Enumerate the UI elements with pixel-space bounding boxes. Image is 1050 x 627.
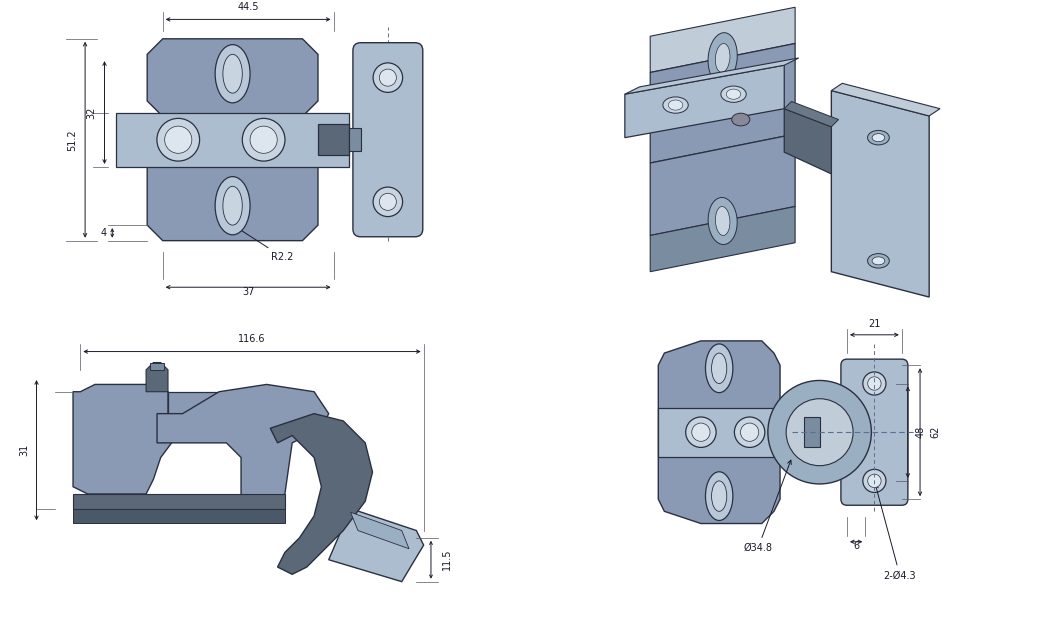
Bar: [792, 414, 822, 450]
FancyBboxPatch shape: [841, 359, 908, 505]
Circle shape: [867, 474, 881, 488]
Circle shape: [692, 423, 710, 441]
Circle shape: [373, 187, 402, 216]
Circle shape: [165, 126, 192, 154]
Circle shape: [740, 423, 759, 441]
Polygon shape: [625, 58, 799, 94]
Text: R2.2: R2.2: [225, 219, 294, 262]
Text: 2-Ø4.3: 2-Ø4.3: [875, 485, 917, 581]
Ellipse shape: [668, 100, 682, 110]
Polygon shape: [832, 83, 940, 116]
Text: 62: 62: [930, 426, 941, 438]
Ellipse shape: [712, 481, 727, 512]
Polygon shape: [625, 65, 784, 138]
Polygon shape: [784, 108, 832, 174]
Text: 37: 37: [242, 287, 254, 297]
Text: 6: 6: [853, 541, 859, 551]
Polygon shape: [832, 90, 929, 297]
Polygon shape: [150, 362, 165, 370]
Circle shape: [373, 63, 402, 92]
Polygon shape: [650, 8, 795, 73]
Polygon shape: [74, 494, 285, 508]
Ellipse shape: [873, 257, 885, 265]
Polygon shape: [270, 414, 373, 574]
Polygon shape: [147, 39, 318, 241]
Polygon shape: [329, 508, 423, 582]
Ellipse shape: [708, 33, 737, 83]
Circle shape: [686, 417, 716, 448]
Ellipse shape: [721, 86, 747, 102]
Ellipse shape: [867, 253, 889, 268]
Ellipse shape: [708, 198, 737, 245]
Bar: [804, 417, 820, 448]
Text: 48: 48: [916, 426, 925, 438]
Text: 44.5: 44.5: [237, 2, 259, 12]
Polygon shape: [650, 134, 795, 236]
Circle shape: [156, 119, 200, 161]
Circle shape: [768, 381, 871, 484]
Ellipse shape: [715, 43, 730, 72]
Ellipse shape: [223, 186, 243, 225]
Polygon shape: [351, 512, 410, 549]
Polygon shape: [158, 384, 329, 508]
Ellipse shape: [867, 130, 889, 145]
Ellipse shape: [663, 97, 688, 113]
Polygon shape: [168, 392, 285, 421]
Circle shape: [379, 69, 397, 86]
Text: 32: 32: [87, 107, 97, 119]
Ellipse shape: [223, 55, 243, 93]
Ellipse shape: [215, 177, 250, 235]
Polygon shape: [650, 206, 795, 271]
Bar: [318, 124, 349, 155]
Circle shape: [786, 399, 853, 466]
Polygon shape: [146, 362, 168, 392]
Circle shape: [867, 377, 881, 390]
Circle shape: [379, 193, 397, 211]
Text: 21: 21: [868, 319, 881, 329]
Bar: [349, 128, 361, 151]
Circle shape: [863, 470, 886, 492]
Ellipse shape: [706, 344, 733, 393]
Text: 116.6: 116.6: [238, 334, 266, 344]
Circle shape: [734, 417, 764, 448]
Ellipse shape: [712, 353, 727, 384]
Circle shape: [863, 372, 886, 395]
Polygon shape: [74, 384, 183, 494]
Circle shape: [243, 119, 285, 161]
Ellipse shape: [215, 45, 250, 103]
Polygon shape: [784, 102, 839, 127]
Ellipse shape: [732, 113, 750, 126]
Polygon shape: [74, 508, 285, 523]
Text: Ø34.8: Ø34.8: [743, 460, 792, 553]
Circle shape: [250, 126, 277, 154]
Ellipse shape: [727, 89, 740, 99]
Polygon shape: [658, 341, 792, 524]
Text: 51.2: 51.2: [67, 129, 78, 150]
Bar: [117, 113, 349, 167]
FancyBboxPatch shape: [353, 43, 423, 237]
Ellipse shape: [715, 206, 730, 236]
Bar: [658, 408, 804, 456]
Ellipse shape: [873, 134, 885, 142]
Text: 31: 31: [19, 444, 29, 456]
Polygon shape: [650, 43, 795, 163]
Ellipse shape: [706, 472, 733, 520]
Text: 4: 4: [101, 228, 106, 238]
Text: 11.5: 11.5: [442, 549, 452, 571]
